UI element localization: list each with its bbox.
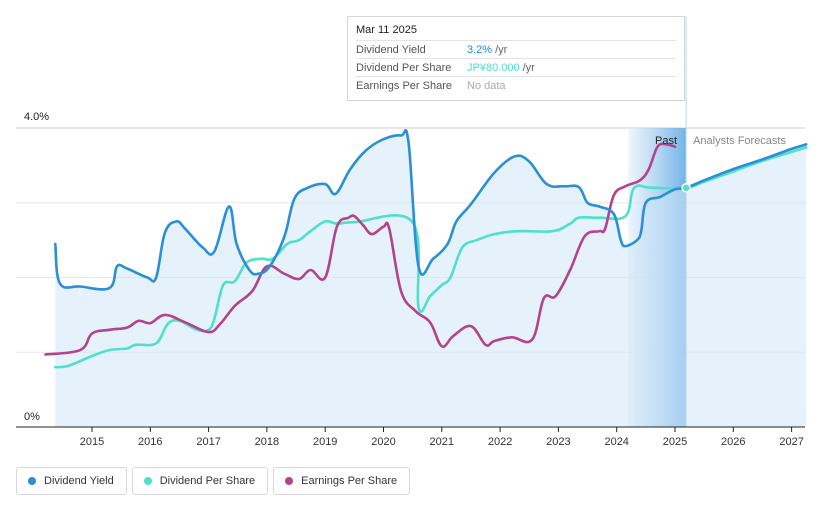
tooltip-label: Dividend Per Share [356,61,452,74]
tooltip-row-earnings-per-share: Earnings Per Share No data [356,76,676,94]
past-label: Past [655,135,677,147]
x-tick-label: 2027 [779,436,803,448]
legend-dot-icon [28,477,36,485]
x-tick-label: 2026 [721,436,745,448]
x-tick-label: 2015 [80,436,104,448]
y-axis-min-label: 0% [24,411,40,423]
dividend-per-share-line [54,146,808,369]
legend-dot-icon [143,477,152,485]
tooltip-unit: /yr [495,43,508,56]
x-tick-label: 2020 [371,436,395,448]
legend-label: Earnings Per Share [301,475,398,487]
x-tick-label: 2016 [138,436,162,448]
tooltip-label: Earnings Per Share [356,79,452,92]
legend-dot-icon [285,477,294,485]
tooltip-row-dividend-yield: Dividend Yield 3.2% /yr [356,40,676,58]
tooltip-value: JP¥80.000 [467,61,520,74]
legend-item-dividend-yield[interactable]: Dividend Yield [16,467,127,495]
dividend-yield-area [55,130,807,427]
legend: Dividend Yield Dividend Per Share Earnin… [16,467,411,495]
x-tick-label: 2024 [604,436,628,448]
x-tick-label: 2022 [488,436,512,448]
tooltip-value: 3.2% [467,43,493,56]
tooltip-row-dividend-per-share: Dividend Per Share JP¥80.000 /yr [356,58,676,76]
x-tick-label: 2019 [313,436,337,448]
dividend-yield-line [54,129,808,291]
x-tick-label: 2017 [196,436,220,448]
x-tick-label: 2023 [546,436,570,448]
tooltip: Mar 11 2025 Dividend Yield 3.2% /yr Divi… [347,16,685,101]
hover-marker [681,183,691,193]
legend-label: Dividend Per Share [159,475,256,487]
earnings-per-share-line [44,142,677,356]
series-lines [44,129,808,369]
x-axis-ticks: 2015 2016 2017 2018 2019 2020 2021 2022 2023 2024… [80,427,804,448]
legend-item-dividend-per-share[interactable]: Dividend Per Share [131,467,269,495]
x-tick-label: 2018 [255,436,279,448]
series-fills [55,130,807,427]
y-axis-max-label: 4.0% [24,111,49,123]
forecast-label: Analysts Forecasts [693,135,786,147]
tooltip-label: Dividend Yield [356,43,426,56]
x-tick-label: 2021 [430,436,454,448]
legend-label: Dividend Yield [44,475,114,487]
tooltip-value: No data [467,79,506,92]
tooltip-date: Mar 11 2025 [356,24,417,36]
tooltip-unit: /yr [522,61,535,74]
legend-item-earnings-per-share[interactable]: Earnings Per Share [273,467,411,495]
x-tick-label: 2025 [663,436,687,448]
